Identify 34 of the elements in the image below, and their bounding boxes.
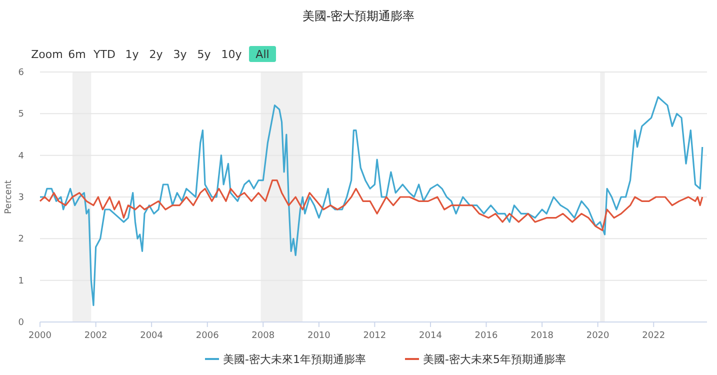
text: Zoom: [31, 48, 63, 61]
x-tick-label: 2022: [642, 331, 666, 341]
x-tick-label: 2006: [196, 331, 220, 341]
text: 3y: [173, 48, 188, 61]
line-series: [39, 96, 704, 306]
y-axis-title: Percent: [4, 180, 14, 214]
y-tick-label: 5: [18, 110, 24, 120]
text: 5y: [197, 48, 212, 61]
text: 6m: [68, 48, 86, 61]
legend-label: 美國-密大未來1年預期通膨率: [223, 353, 366, 366]
text: YTD: [92, 48, 116, 61]
text: 10y: [221, 48, 242, 61]
x-tick-label: 2012: [363, 331, 386, 341]
y-tick-label: 4: [18, 151, 24, 162]
y-tick-label: 6: [18, 68, 24, 78]
x-tick-label: 2004: [140, 331, 164, 341]
y-tick-label: 1: [18, 276, 24, 286]
x-tick-label: 2016: [474, 331, 498, 341]
text: All: [256, 48, 270, 61]
y-tick-label: 3: [18, 193, 24, 203]
x-tick-label: 2014: [419, 331, 442, 341]
x-tick-label: 2002: [84, 331, 108, 341]
text: 2y: [149, 48, 164, 61]
y-tick-label: 2: [18, 234, 24, 245]
line-series: [39, 180, 704, 232]
x-tick-label: 2000: [28, 331, 52, 341]
chart-title: 美國-密大預期通膨率: [302, 9, 415, 23]
x-tick-label: 2008: [252, 331, 275, 341]
legend-label: 美國-密大未來5年預期通膨率: [423, 353, 566, 366]
x-tick-label: 2018: [530, 331, 554, 341]
text: 1y: [125, 48, 140, 61]
x-tick-label: 2010: [307, 331, 331, 341]
x-tick-label: 2020: [586, 331, 610, 341]
y-tick-label: 0: [18, 318, 24, 328]
